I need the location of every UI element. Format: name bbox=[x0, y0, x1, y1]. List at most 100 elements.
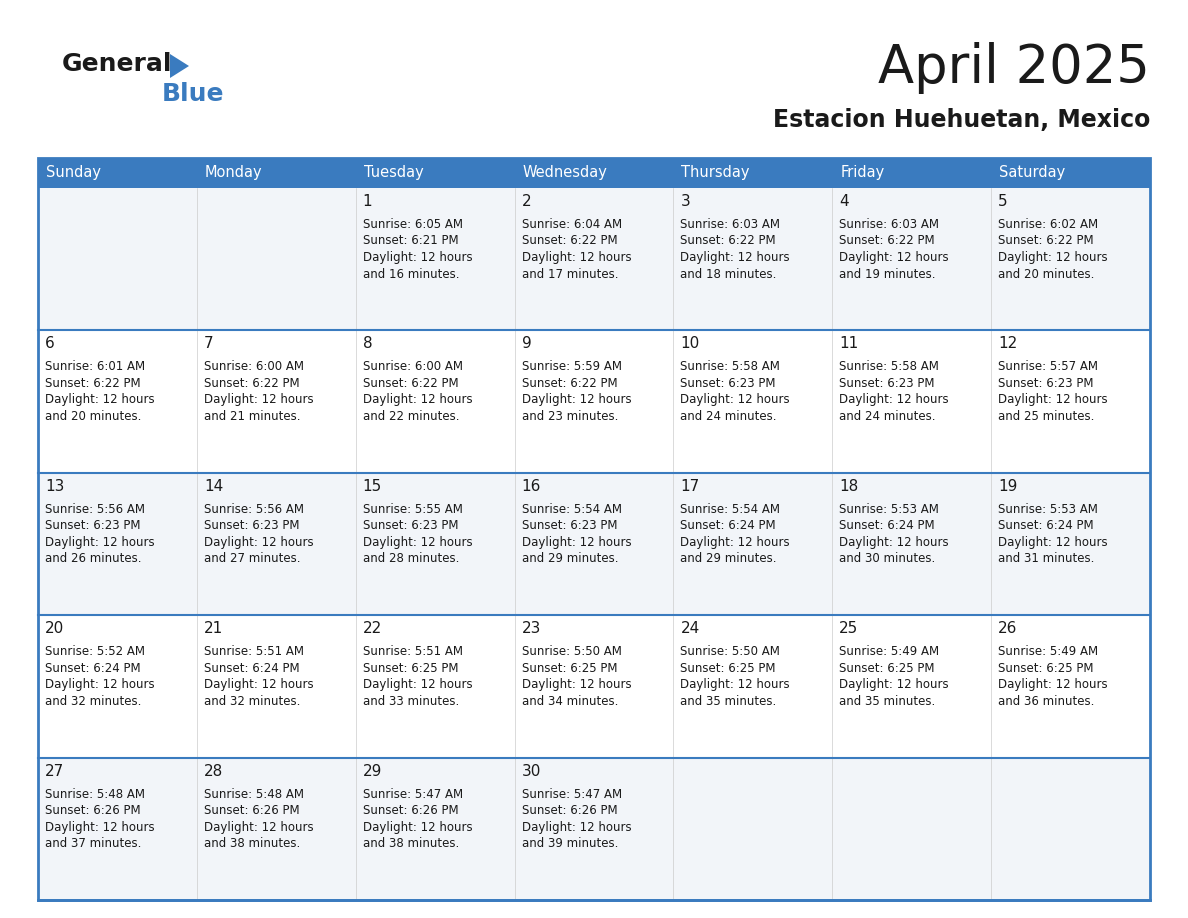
Text: Sunrise: 5:52 AM: Sunrise: 5:52 AM bbox=[45, 645, 145, 658]
Text: Daylight: 12 hours: Daylight: 12 hours bbox=[839, 536, 949, 549]
Text: 4: 4 bbox=[839, 194, 849, 209]
Text: and 35 minutes.: and 35 minutes. bbox=[839, 695, 935, 708]
Bar bbox=[38, 757, 1150, 900]
Text: and 23 minutes.: and 23 minutes. bbox=[522, 410, 618, 423]
Text: and 25 minutes.: and 25 minutes. bbox=[998, 410, 1094, 423]
Bar bbox=[38, 473, 1150, 615]
Text: and 32 minutes.: and 32 minutes. bbox=[45, 695, 141, 708]
Text: 30: 30 bbox=[522, 764, 541, 778]
Text: and 18 minutes.: and 18 minutes. bbox=[681, 267, 777, 281]
Text: Sunset: 6:22 PM: Sunset: 6:22 PM bbox=[45, 377, 140, 390]
Text: and 20 minutes.: and 20 minutes. bbox=[998, 267, 1094, 281]
Text: 5: 5 bbox=[998, 194, 1007, 209]
Text: Daylight: 12 hours: Daylight: 12 hours bbox=[204, 394, 314, 407]
Text: Sunrise: 5:49 AM: Sunrise: 5:49 AM bbox=[839, 645, 940, 658]
Text: Sunset: 6:23 PM: Sunset: 6:23 PM bbox=[681, 377, 776, 390]
Text: 15: 15 bbox=[362, 479, 383, 494]
Text: Daylight: 12 hours: Daylight: 12 hours bbox=[45, 536, 154, 549]
Text: Sunset: 6:23 PM: Sunset: 6:23 PM bbox=[522, 520, 617, 532]
Text: and 28 minutes.: and 28 minutes. bbox=[362, 553, 459, 565]
Text: Daylight: 12 hours: Daylight: 12 hours bbox=[362, 536, 473, 549]
Text: Sunset: 6:26 PM: Sunset: 6:26 PM bbox=[204, 804, 299, 817]
Text: Sunrise: 6:01 AM: Sunrise: 6:01 AM bbox=[45, 361, 145, 374]
Text: Daylight: 12 hours: Daylight: 12 hours bbox=[362, 678, 473, 691]
Text: Sunrise: 5:48 AM: Sunrise: 5:48 AM bbox=[204, 788, 304, 800]
Text: Sunrise: 5:51 AM: Sunrise: 5:51 AM bbox=[204, 645, 304, 658]
Text: Sunset: 6:23 PM: Sunset: 6:23 PM bbox=[998, 377, 1094, 390]
Text: Daylight: 12 hours: Daylight: 12 hours bbox=[522, 536, 631, 549]
Text: and 29 minutes.: and 29 minutes. bbox=[681, 553, 777, 565]
Bar bbox=[197, 158, 355, 188]
Text: Sunset: 6:26 PM: Sunset: 6:26 PM bbox=[362, 804, 459, 817]
Bar bbox=[355, 158, 514, 188]
Text: 1: 1 bbox=[362, 194, 372, 209]
Text: 26: 26 bbox=[998, 621, 1017, 636]
Text: Daylight: 12 hours: Daylight: 12 hours bbox=[522, 821, 631, 834]
Text: 11: 11 bbox=[839, 336, 859, 352]
Text: 6: 6 bbox=[45, 336, 55, 352]
Text: Sunrise: 5:49 AM: Sunrise: 5:49 AM bbox=[998, 645, 1098, 658]
Text: 23: 23 bbox=[522, 621, 541, 636]
Bar bbox=[991, 158, 1150, 188]
Text: Sunrise: 5:48 AM: Sunrise: 5:48 AM bbox=[45, 788, 145, 800]
Text: and 22 minutes.: and 22 minutes. bbox=[362, 410, 460, 423]
Text: Daylight: 12 hours: Daylight: 12 hours bbox=[839, 678, 949, 691]
Text: Sunrise: 5:51 AM: Sunrise: 5:51 AM bbox=[362, 645, 462, 658]
Text: 9: 9 bbox=[522, 336, 531, 352]
Text: Sunset: 6:23 PM: Sunset: 6:23 PM bbox=[204, 520, 299, 532]
Text: Thursday: Thursday bbox=[682, 165, 750, 181]
Text: and 31 minutes.: and 31 minutes. bbox=[998, 553, 1094, 565]
Text: Daylight: 12 hours: Daylight: 12 hours bbox=[998, 251, 1107, 264]
Text: Sunset: 6:25 PM: Sunset: 6:25 PM bbox=[998, 662, 1094, 675]
Text: 17: 17 bbox=[681, 479, 700, 494]
Text: 29: 29 bbox=[362, 764, 383, 778]
Text: General: General bbox=[62, 52, 172, 76]
Text: Sunrise: 5:47 AM: Sunrise: 5:47 AM bbox=[362, 788, 463, 800]
Text: 18: 18 bbox=[839, 479, 859, 494]
Text: Sunrise: 5:54 AM: Sunrise: 5:54 AM bbox=[522, 503, 621, 516]
Text: Daylight: 12 hours: Daylight: 12 hours bbox=[45, 821, 154, 834]
Text: April 2025: April 2025 bbox=[878, 42, 1150, 94]
Text: 22: 22 bbox=[362, 621, 383, 636]
Bar bbox=[38, 330, 1150, 473]
Text: Sunrise: 5:50 AM: Sunrise: 5:50 AM bbox=[681, 645, 781, 658]
Text: Sunrise: 5:58 AM: Sunrise: 5:58 AM bbox=[839, 361, 940, 374]
Text: and 29 minutes.: and 29 minutes. bbox=[522, 553, 618, 565]
Text: Sunrise: 6:03 AM: Sunrise: 6:03 AM bbox=[839, 218, 940, 231]
Text: and 36 minutes.: and 36 minutes. bbox=[998, 695, 1094, 708]
Bar bbox=[514, 158, 674, 188]
Text: Sunset: 6:24 PM: Sunset: 6:24 PM bbox=[998, 520, 1094, 532]
Text: Sunrise: 6:05 AM: Sunrise: 6:05 AM bbox=[362, 218, 462, 231]
Text: Daylight: 12 hours: Daylight: 12 hours bbox=[362, 821, 473, 834]
Text: Monday: Monday bbox=[204, 165, 263, 181]
Text: 20: 20 bbox=[45, 621, 64, 636]
Text: Daylight: 12 hours: Daylight: 12 hours bbox=[998, 394, 1107, 407]
Text: Daylight: 12 hours: Daylight: 12 hours bbox=[204, 678, 314, 691]
Text: Sunset: 6:24 PM: Sunset: 6:24 PM bbox=[45, 662, 140, 675]
Text: 14: 14 bbox=[204, 479, 223, 494]
Text: 24: 24 bbox=[681, 621, 700, 636]
Text: Sunset: 6:23 PM: Sunset: 6:23 PM bbox=[362, 520, 459, 532]
Text: 10: 10 bbox=[681, 336, 700, 352]
Text: Sunrise: 6:04 AM: Sunrise: 6:04 AM bbox=[522, 218, 621, 231]
Text: Sunday: Sunday bbox=[46, 165, 101, 181]
Text: Daylight: 12 hours: Daylight: 12 hours bbox=[681, 251, 790, 264]
Text: Sunset: 6:26 PM: Sunset: 6:26 PM bbox=[522, 804, 618, 817]
Text: and 35 minutes.: and 35 minutes. bbox=[681, 695, 777, 708]
Text: Daylight: 12 hours: Daylight: 12 hours bbox=[681, 536, 790, 549]
Text: 25: 25 bbox=[839, 621, 859, 636]
Text: and 32 minutes.: and 32 minutes. bbox=[204, 695, 301, 708]
Text: 13: 13 bbox=[45, 479, 64, 494]
Text: Sunset: 6:22 PM: Sunset: 6:22 PM bbox=[204, 377, 299, 390]
Text: Daylight: 12 hours: Daylight: 12 hours bbox=[362, 394, 473, 407]
Text: and 38 minutes.: and 38 minutes. bbox=[204, 837, 301, 850]
Text: Daylight: 12 hours: Daylight: 12 hours bbox=[362, 251, 473, 264]
Text: Daylight: 12 hours: Daylight: 12 hours bbox=[204, 821, 314, 834]
Text: Sunset: 6:23 PM: Sunset: 6:23 PM bbox=[45, 520, 140, 532]
Text: Tuesday: Tuesday bbox=[364, 165, 423, 181]
Text: Sunrise: 5:59 AM: Sunrise: 5:59 AM bbox=[522, 361, 621, 374]
Text: Sunrise: 5:53 AM: Sunrise: 5:53 AM bbox=[998, 503, 1098, 516]
Text: Daylight: 12 hours: Daylight: 12 hours bbox=[45, 678, 154, 691]
Text: Sunset: 6:25 PM: Sunset: 6:25 PM bbox=[839, 662, 935, 675]
Text: Daylight: 12 hours: Daylight: 12 hours bbox=[998, 536, 1107, 549]
